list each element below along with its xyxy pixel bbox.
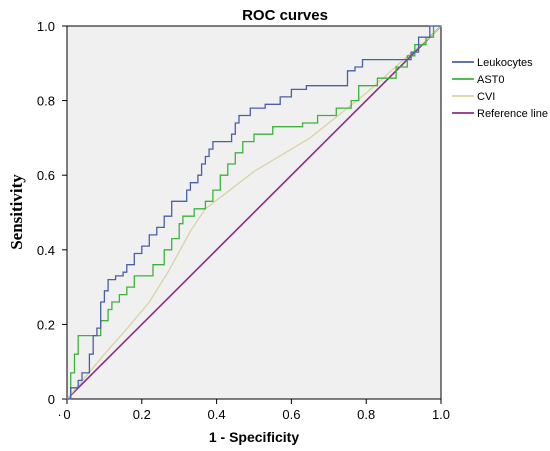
legend: Leukocytes AST0 CVI Reference line — [452, 57, 548, 120]
x-tick-label: 0.6 — [282, 407, 300, 422]
x-tick-label: 1.0 — [432, 407, 450, 422]
y-tick-label: 0.4 — [37, 243, 55, 258]
y-axis-label: Sensitivity — [7, 174, 26, 250]
y-axis-ticks: 0 0.2 0.4 0.6 0.8 1.0 — [37, 19, 67, 407]
legend-label-cvi: CVI — [477, 91, 495, 103]
series-line-leukocytes — [67, 25, 441, 400]
y-tick-label: 0.2 — [37, 317, 55, 332]
x-axis-ticks: · 0 0.2 0.4 0.6 0.8 1.0 — [57, 399, 450, 422]
x-tick-label: 0.8 — [357, 407, 375, 422]
y-tick-label: 1.0 — [37, 19, 55, 34]
chart-title: ROC curves — [242, 7, 328, 24]
y-tick-label: 0.8 — [37, 94, 55, 109]
x-tick-label: · — [57, 407, 61, 422]
legend-label-ast0: AST0 — [477, 74, 505, 86]
legend-label-leukocytes: Leukocytes — [477, 57, 533, 69]
series-line-cvi — [66, 25, 442, 400]
series-line-reference-line — [66, 25, 442, 400]
legend-label-reference-line: Reference line — [477, 108, 548, 120]
x-tick-label: 0 — [63, 407, 70, 422]
y-tick-label: 0 — [48, 392, 55, 407]
x-tick-label: 0.4 — [208, 407, 226, 422]
x-axis-label: 1 - Specificity — [209, 429, 299, 445]
x-tick-label: 0.2 — [133, 407, 151, 422]
y-tick-label: 0.6 — [37, 168, 55, 183]
series-lines — [66, 25, 442, 400]
series-line-ast0 — [67, 25, 441, 400]
